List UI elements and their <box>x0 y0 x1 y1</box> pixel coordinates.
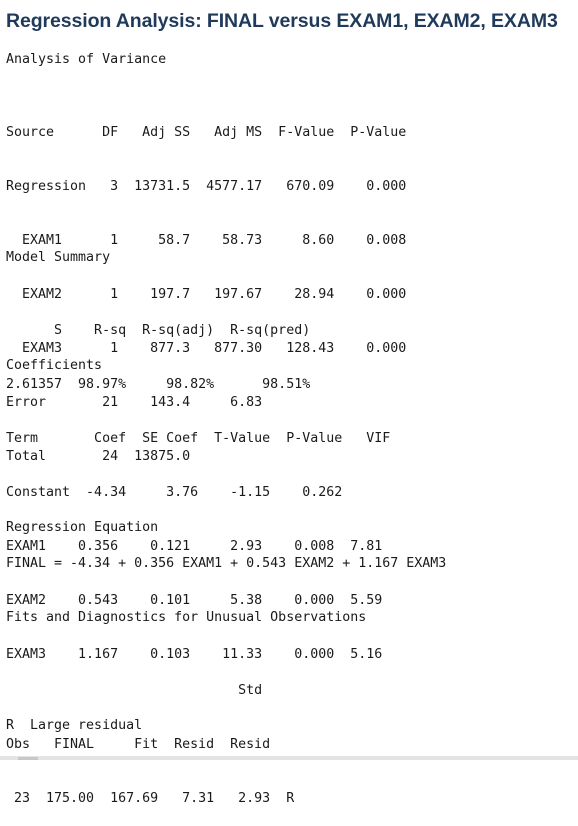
coefficients-header-row: Term Coef SE Coef T-Value P-Value VIF <box>6 431 391 446</box>
coefficients-heading: Coefficients <box>6 358 103 373</box>
scrollbar-thumb[interactable] <box>18 757 38 760</box>
unusual-header-row: Obs FINAL Fit Resid Resid <box>6 737 271 752</box>
anova-heading: Analysis of Variance <box>6 52 167 67</box>
coefficients-row: EXAM2 0.543 0.101 5.38 0.000 5.59 <box>6 593 383 608</box>
anova-row: Regression 3 13731.5 4577.17 670.09 0.00… <box>6 179 407 194</box>
residual-note: R Large residual <box>6 718 143 733</box>
unusual-row: 23 175.00 167.69 7.31 2.93 R <box>6 791 295 806</box>
model-summary-heading: Model Summary <box>6 250 111 265</box>
page-title: Regression Analysis: FINAL versus EXAM1,… <box>6 10 558 32</box>
unusual-header-row: Std <box>6 683 263 698</box>
anova-table: Source DF Adj SS Adj MS F-Value P-Value … <box>6 88 406 484</box>
anova-row: Error 21 143.4 6.83 <box>6 395 263 410</box>
coefficients-row: Constant -4.34 3.76 -1.15 0.262 <box>6 485 343 500</box>
coefficients-row: EXAM3 1.167 0.103 11.33 0.000 5.16 <box>6 647 383 662</box>
anova-row: EXAM1 1 58.7 58.73 8.60 0.008 <box>6 233 407 248</box>
anova-row: EXAM3 1 877.3 877.30 128.43 0.000 <box>6 341 407 356</box>
anova-header-row: Source DF Adj SS Adj MS F-Value P-Value <box>6 125 407 140</box>
anova-row: Total 24 13875.0 <box>6 449 191 464</box>
anova-row: EXAM2 1 197.7 197.67 28.94 0.000 <box>6 287 407 302</box>
unusual-observations-table: Std Obs FINAL Fit Resid Resid 23 175.00 … <box>6 646 294 826</box>
regression-equation-heading: Regression Equation <box>6 520 159 535</box>
model-summary-table: S R-sq R-sq(adj) R-sq(pred) 2.61357 98.9… <box>6 286 310 412</box>
regression-equation: FINAL = -4.34 + 0.356 EXAM1 + 0.543 EXAM… <box>6 556 447 571</box>
horizontal-scrollbar[interactable] <box>0 756 578 760</box>
coefficients-table: Term Coef SE Coef T-Value P-Value VIF Co… <box>6 394 390 682</box>
coefficients-row: EXAM1 0.356 0.121 2.93 0.008 7.81 <box>6 539 383 554</box>
unusual-observations-heading: Fits and Diagnostics for Unusual Observa… <box>6 610 367 625</box>
model-summary-row: 2.61357 98.97% 98.82% 98.51% <box>6 377 311 392</box>
model-summary-header-row: S R-sq R-sq(adj) R-sq(pred) <box>6 323 311 338</box>
